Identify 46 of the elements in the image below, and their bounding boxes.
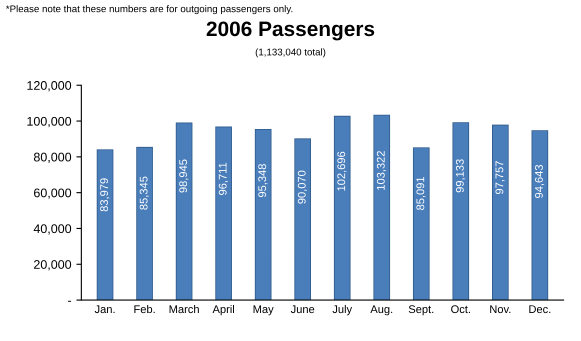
y-tick-label: 60,000 (34, 188, 72, 199)
text: *Please note that these numbers are for outgoing passengers only. (6, 5, 292, 14)
data-label: 95,348 (258, 164, 268, 198)
x-tick-label: June (290, 305, 314, 314)
data-label: 85,091 (416, 176, 426, 210)
data-label: 94,643 (534, 164, 544, 198)
bar (412, 147, 430, 300)
x-tick-label: Nov. (490, 305, 510, 314)
data-label: 99,133 (456, 159, 466, 192)
data-label: 96,711 (218, 162, 228, 195)
data-label: 103,322 (376, 151, 386, 190)
bar (96, 149, 114, 300)
y-tick-label: - (68, 300, 72, 302)
y-tick-label: 40,000 (34, 224, 72, 235)
y-tick-label: 20,000 (34, 260, 72, 270)
data-label: 85,345 (140, 176, 149, 210)
data-label: 98,945 (179, 160, 188, 193)
x-tick-label: March (170, 304, 199, 314)
x-tick-label: July (332, 304, 352, 316)
bar (294, 138, 312, 300)
data-label: 97,757 (495, 161, 505, 194)
x-tick-label: Oct. (451, 305, 470, 314)
bar (136, 146, 153, 300)
x-tick-label: Feb. (134, 304, 155, 314)
x-tick-label: April (212, 304, 234, 316)
bar (176, 122, 192, 300)
y-tick-label: 80,000 (34, 152, 72, 163)
data-label: 83,979 (100, 178, 110, 212)
data-label: 90,070 (298, 170, 307, 204)
bar (334, 116, 351, 300)
data-label: 102,696 (337, 152, 347, 191)
x-tick-label: May (254, 305, 274, 316)
bar (492, 124, 509, 300)
chart-title: 2006 Passengers (206, 21, 374, 40)
bar (215, 126, 232, 300)
x-tick-label: Dec. (529, 305, 550, 314)
x-tick-label: Sept. (408, 305, 434, 316)
x-tick-label: Aug. (370, 305, 392, 316)
x-tick-label: Jan. (94, 305, 115, 314)
y-tick-label: 120,000 (27, 81, 72, 92)
bar (373, 114, 390, 300)
chart-subtitle: (1,133,040 total) (256, 48, 326, 58)
bar (532, 130, 548, 300)
bar (254, 128, 272, 300)
bar (452, 122, 470, 300)
y-tick-label: 100,000 (27, 116, 72, 128)
